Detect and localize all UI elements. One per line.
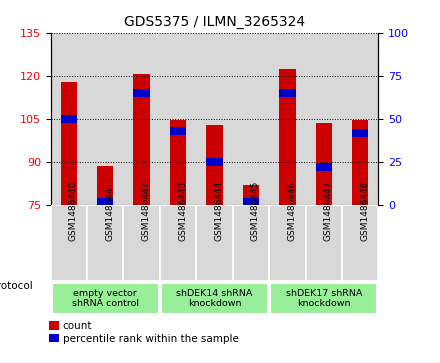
FancyBboxPatch shape	[87, 205, 124, 281]
Text: GSM1486446: GSM1486446	[287, 180, 297, 241]
Bar	[61, 82, 77, 205]
Text: GSM1486448: GSM1486448	[360, 180, 369, 241]
Text: shDEK14 shRNA
knockdown: shDEK14 shRNA knockdown	[176, 289, 253, 308]
Bar	[170, 120, 186, 205]
FancyBboxPatch shape	[51, 283, 159, 314]
Bar	[206, 158, 223, 166]
FancyBboxPatch shape	[233, 205, 269, 281]
Bar	[87, 33, 124, 205]
FancyBboxPatch shape	[160, 205, 196, 281]
Bar	[305, 33, 342, 205]
Bar	[170, 127, 186, 135]
Bar	[279, 89, 296, 97]
Text: GSM1486441: GSM1486441	[105, 180, 114, 241]
Bar	[196, 33, 233, 205]
Bar	[133, 89, 150, 97]
Bar	[243, 197, 259, 206]
FancyBboxPatch shape	[269, 205, 305, 281]
Bar	[160, 33, 196, 205]
Bar	[61, 115, 77, 123]
Bar	[279, 69, 296, 205]
Text: GSM1486443: GSM1486443	[178, 180, 187, 241]
Title: GDS5375 / ILMN_3265324: GDS5375 / ILMN_3265324	[124, 15, 305, 29]
FancyBboxPatch shape	[305, 205, 342, 281]
Bar	[124, 33, 160, 205]
Text: GSM1486445: GSM1486445	[251, 180, 260, 241]
Bar	[315, 123, 332, 205]
Bar	[206, 125, 223, 205]
FancyBboxPatch shape	[270, 283, 378, 314]
Text: shDEK17 shRNA
knockdown: shDEK17 shRNA knockdown	[286, 289, 362, 308]
Bar	[243, 185, 259, 205]
Text: protocol: protocol	[0, 281, 33, 291]
Text: GSM1486444: GSM1486444	[215, 180, 224, 241]
FancyBboxPatch shape	[196, 205, 233, 281]
Bar	[315, 163, 332, 171]
Text: GSM1486440: GSM1486440	[69, 180, 78, 241]
FancyBboxPatch shape	[51, 205, 87, 281]
Text: GSM1486447: GSM1486447	[324, 180, 333, 241]
Bar	[352, 129, 368, 137]
Bar	[51, 33, 87, 205]
Bar	[133, 74, 150, 205]
FancyBboxPatch shape	[342, 205, 378, 281]
Text: empty vector
shRNA control: empty vector shRNA control	[72, 289, 139, 308]
Legend: count, percentile rank within the sample: count, percentile rank within the sample	[49, 321, 238, 344]
Bar	[352, 120, 368, 205]
Bar	[97, 166, 114, 205]
FancyBboxPatch shape	[161, 283, 268, 314]
Bar	[97, 197, 114, 206]
Text: GSM1486442: GSM1486442	[142, 180, 150, 241]
Bar	[269, 33, 305, 205]
Bar	[233, 33, 269, 205]
FancyBboxPatch shape	[124, 205, 160, 281]
Bar	[342, 33, 378, 205]
